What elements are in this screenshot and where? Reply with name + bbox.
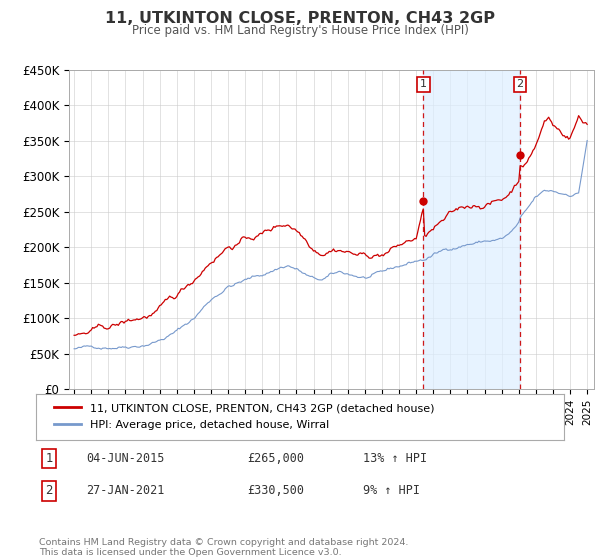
Text: 27-JAN-2021: 27-JAN-2021 xyxy=(86,484,164,497)
Text: £330,500: £330,500 xyxy=(247,484,304,497)
Bar xyxy=(424,70,520,389)
Text: 04-JUN-2015: 04-JUN-2015 xyxy=(86,452,164,465)
Text: 2: 2 xyxy=(46,484,53,497)
Text: 9% ↑ HPI: 9% ↑ HPI xyxy=(364,484,421,497)
Legend: 11, UTKINTON CLOSE, PRENTON, CH43 2GP (detached house), HPI: Average price, deta: 11, UTKINTON CLOSE, PRENTON, CH43 2GP (d… xyxy=(47,396,442,437)
Text: Contains HM Land Registry data © Crown copyright and database right 2024.
This d: Contains HM Land Registry data © Crown c… xyxy=(39,538,409,557)
Text: 13% ↑ HPI: 13% ↑ HPI xyxy=(364,452,427,465)
Text: 1: 1 xyxy=(420,80,427,90)
Text: Price paid vs. HM Land Registry's House Price Index (HPI): Price paid vs. HM Land Registry's House … xyxy=(131,24,469,37)
Text: £265,000: £265,000 xyxy=(247,452,304,465)
Text: 1: 1 xyxy=(46,452,53,465)
Text: 11, UTKINTON CLOSE, PRENTON, CH43 2GP: 11, UTKINTON CLOSE, PRENTON, CH43 2GP xyxy=(105,11,495,26)
Text: 2: 2 xyxy=(517,80,524,90)
